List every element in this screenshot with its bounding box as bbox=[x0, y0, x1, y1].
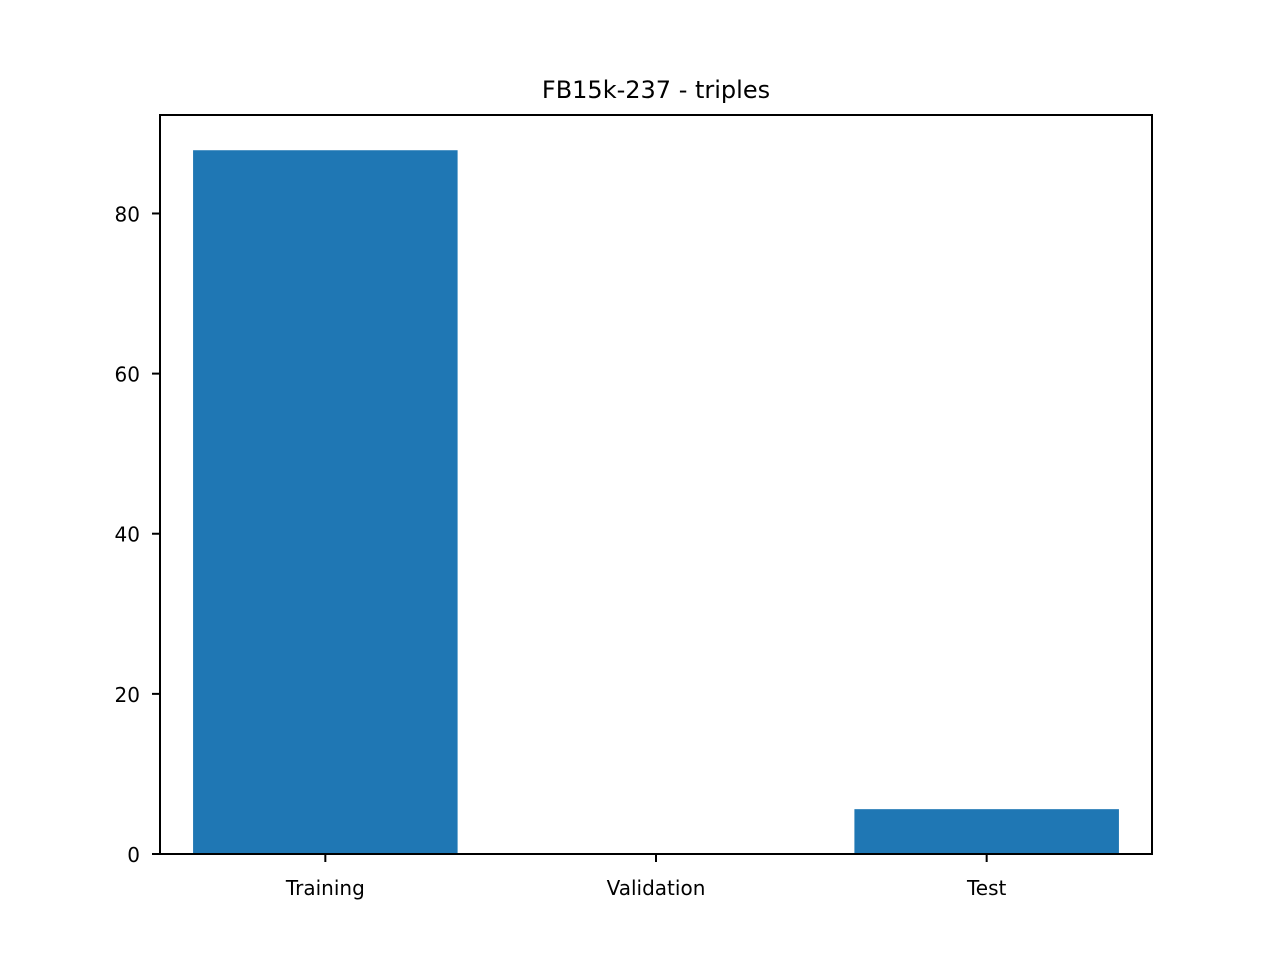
chart-title: FB15k-237 - triples bbox=[542, 76, 770, 104]
x-tick-label: Test bbox=[966, 876, 1007, 900]
x-axis: Training Validation Test bbox=[285, 854, 1007, 900]
y-axis: 0 20 40 60 80 bbox=[115, 202, 160, 867]
bars-layer bbox=[193, 150, 1119, 854]
bar-test bbox=[854, 809, 1119, 854]
y-tick-label: 40 bbox=[115, 523, 140, 547]
y-tick-label: 80 bbox=[115, 202, 140, 226]
y-tick-label: 20 bbox=[115, 683, 140, 707]
x-tick-label: Training bbox=[285, 876, 365, 900]
x-tick-label: Validation bbox=[607, 876, 706, 900]
y-tick-label: 0 bbox=[127, 843, 140, 867]
plot-frame bbox=[159, 114, 1153, 855]
bar-training bbox=[193, 150, 458, 854]
y-tick-label: 60 bbox=[115, 363, 140, 387]
